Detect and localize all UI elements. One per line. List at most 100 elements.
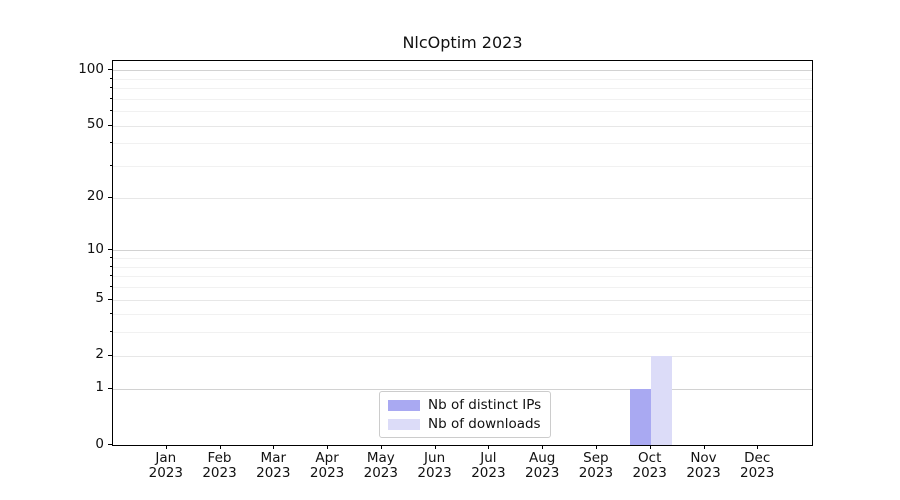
x-tick-label: Jan 2023: [138, 451, 194, 481]
y-minor-tick-mark: [110, 331, 112, 333]
legend-swatch-downloads-icon: [388, 418, 420, 430]
x-tick-month: Mar: [260, 450, 287, 466]
gridline-major: [113, 197, 812, 199]
x-tick-label: Nov 2023: [676, 451, 732, 481]
x-tick-label: Oct 2023: [622, 451, 678, 481]
x-tick-year: 2023: [148, 465, 183, 481]
x-tick-label: Aug 2023: [514, 451, 570, 481]
x-tick-mark: [649, 445, 651, 449]
x-tick-mark: [595, 445, 597, 449]
y-minor-tick-mark: [110, 77, 112, 79]
gridline-major: [113, 250, 812, 252]
x-tick-year: 2023: [256, 465, 291, 481]
x-tick-mark: [703, 445, 705, 449]
x-tick-mark: [380, 445, 382, 449]
x-tick-mark: [219, 445, 221, 449]
x-tick-mark: [757, 445, 759, 449]
legend-label-distinct-ips: Nb of distinct IPs: [428, 397, 542, 413]
x-tick-year: 2023: [686, 465, 721, 481]
y-tick-mark: [108, 124, 112, 126]
x-tick-label: Sep 2023: [568, 451, 624, 481]
legend-swatch-distinct-ips-icon: [388, 399, 420, 411]
y-tick-label: 0: [95, 435, 104, 452]
y-tick-label: 20: [86, 188, 104, 205]
gridline-minor: [113, 111, 812, 113]
x-tick-month: Sep: [583, 450, 609, 466]
x-tick-mark: [434, 445, 436, 449]
chart-title: NlcOptim 2023: [402, 33, 523, 52]
x-tick-month: Nov: [690, 450, 717, 466]
gridline-minor: [113, 98, 812, 100]
gridline-minor: [113, 258, 812, 259]
gridline-minor: [113, 166, 812, 168]
gridline-minor: [113, 78, 812, 80]
y-tick-mark: [108, 69, 112, 71]
x-tick-mark: [542, 445, 544, 449]
bar-downloads-oct: [650, 355, 672, 445]
y-tick-mark: [108, 444, 112, 445]
x-tick-year: 2023: [202, 465, 237, 481]
x-tick-month: Jan: [155, 450, 177, 466]
x-tick-year: 2023: [632, 465, 667, 481]
y-minor-tick-mark: [110, 285, 112, 287]
x-tick-month: Jul: [480, 450, 497, 466]
y-minor-tick-mark: [110, 165, 112, 167]
gridline-major: [113, 125, 812, 127]
x-tick-mark: [327, 445, 329, 449]
x-tick-year: 2023: [471, 465, 506, 481]
x-tick-label: Jul 2023: [460, 451, 516, 481]
y-tick-label: 5: [95, 290, 104, 306]
y-minor-tick-mark: [110, 275, 112, 277]
gridline-major: [113, 70, 812, 72]
x-tick-month: May: [366, 450, 395, 466]
y-tick-mark: [108, 298, 112, 300]
y-tick-mark: [108, 387, 112, 389]
y-tick-label: 2: [95, 346, 104, 363]
x-tick-year: 2023: [309, 465, 345, 481]
x-tick-month: Dec: [744, 450, 771, 466]
gridline-minor: [113, 314, 812, 316]
y-minor-tick-mark: [110, 265, 112, 267]
legend-item-distinct-ips: Nb of distinct IPs: [388, 397, 541, 413]
gridline-minor: [113, 88, 812, 89]
x-tick-mark: [488, 445, 490, 449]
y-tick-mark: [108, 249, 112, 251]
gridline-minor: [113, 286, 812, 288]
x-tick-year: 2023: [417, 465, 452, 481]
y-minor-tick-mark: [110, 97, 112, 99]
y-tick-mark: [108, 354, 112, 356]
y-tick-mark: [108, 196, 112, 198]
x-tick-label: Feb 2023: [192, 451, 248, 481]
x-tick-month: Aug: [529, 450, 556, 466]
y-tick-label: 50: [86, 116, 104, 133]
x-tick-month: Oct: [638, 450, 662, 466]
x-tick-year: 2023: [525, 465, 560, 481]
y-tick-label: 100: [78, 60, 104, 77]
x-tick-year: 2023: [363, 465, 398, 481]
y-minor-tick-mark: [110, 313, 112, 315]
gridline-major: [113, 299, 812, 301]
y-minor-tick-mark: [110, 257, 112, 258]
x-tick-month: Jun: [424, 450, 446, 466]
y-tick-label: 1: [95, 379, 104, 396]
x-tick-month: Feb: [207, 450, 232, 466]
bar-distinct-ips-oct: [629, 388, 651, 445]
x-tick-label: Apr 2023: [299, 451, 355, 481]
x-tick-month: Apr: [315, 450, 339, 466]
gridline-minor: [113, 266, 812, 268]
plot-area: [112, 60, 813, 446]
legend-label-downloads: Nb of downloads: [428, 416, 541, 432]
gridline-major: [113, 388, 812, 390]
x-tick-label: Jun 2023: [407, 451, 463, 481]
gridline-minor: [113, 332, 812, 334]
legend: Nb of distinct IPs Nb of downloads: [379, 391, 552, 438]
x-tick-mark: [165, 445, 167, 449]
x-tick-year: 2023: [578, 465, 614, 481]
y-minor-tick-mark: [110, 110, 112, 112]
x-tick-label: Mar 2023: [245, 451, 301, 481]
x-tick-year: 2023: [740, 465, 775, 481]
gridline-major: [113, 355, 812, 357]
x-tick-label: May 2023: [353, 451, 409, 481]
x-tick-mark: [273, 445, 275, 449]
